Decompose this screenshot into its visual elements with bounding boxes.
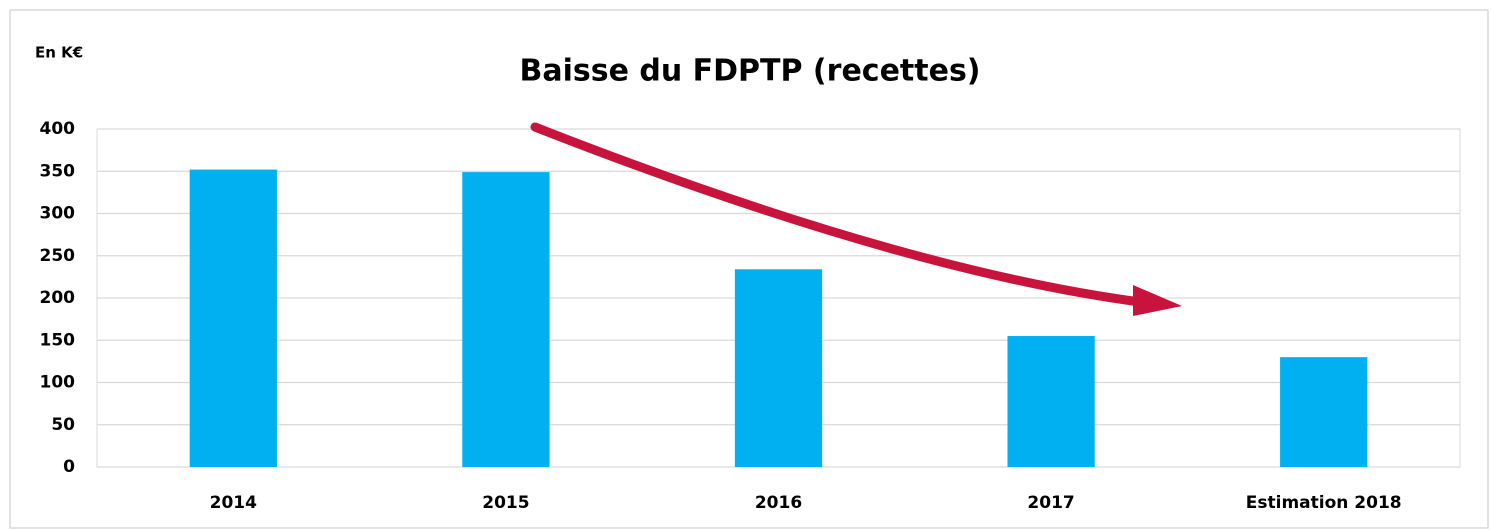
trend-arrow xyxy=(530,122,1182,316)
arrow-head xyxy=(1133,285,1182,316)
y-tick-label: 150 xyxy=(40,330,76,350)
x-tick-label: 2014 xyxy=(210,493,257,513)
arrow-curve xyxy=(530,122,1145,307)
bar xyxy=(189,169,277,467)
y-tick-label: 50 xyxy=(51,415,75,435)
x-tick-label: Estimation 2018 xyxy=(1246,493,1402,513)
y-tick-label: 200 xyxy=(40,288,76,308)
y-tick-label: 350 xyxy=(40,161,76,181)
bar xyxy=(734,269,823,467)
y-tick-label: 250 xyxy=(40,246,76,266)
plot: 0 50 100 150 200 250 300 350 400 2014 2015 2016 2017… xyxy=(40,119,1461,513)
bar xyxy=(1280,357,1368,467)
x-tick-label: 2015 xyxy=(482,493,529,513)
x-tick-label: 2016 xyxy=(755,493,802,513)
bar xyxy=(1007,336,1095,467)
y-tick-label: 400 xyxy=(40,119,76,139)
x-tick-label: 2017 xyxy=(1027,493,1074,513)
y-tick-label: 0 xyxy=(63,457,75,477)
y-axis-label: En K€ xyxy=(35,44,83,62)
y-tick-label: 100 xyxy=(40,373,76,393)
bar xyxy=(462,172,550,467)
chart-title: Baisse du FDPTP (recettes) xyxy=(519,54,980,89)
y-tick-label: 300 xyxy=(40,204,76,224)
